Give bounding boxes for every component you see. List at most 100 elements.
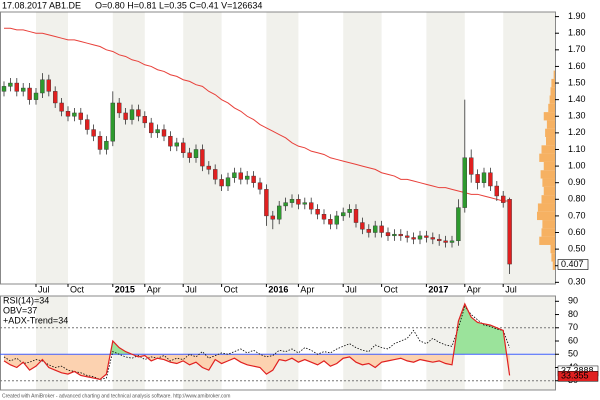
candle-body xyxy=(347,209,352,213)
candle-body xyxy=(155,129,160,134)
profile-bar xyxy=(546,137,555,146)
candle-body xyxy=(501,195,506,203)
candle-body xyxy=(315,209,320,215)
candle-body xyxy=(328,219,333,225)
candle-body xyxy=(443,240,448,243)
y-tick-label: 50 xyxy=(568,349,578,359)
candle-body xyxy=(78,112,84,120)
profile-bar xyxy=(545,128,555,138)
x-tick-label: Jul xyxy=(38,284,50,294)
candle-body xyxy=(219,179,224,187)
candle-body xyxy=(437,238,442,242)
candle-body xyxy=(33,92,39,100)
candle-body xyxy=(123,112,128,120)
y-tick-label: 0.80 xyxy=(568,194,586,204)
candle-body xyxy=(97,135,103,150)
candle-body xyxy=(116,102,122,114)
candle-body xyxy=(341,212,346,217)
candle-body xyxy=(411,237,416,240)
panel-frame xyxy=(0,11,556,285)
candle-body xyxy=(174,142,180,147)
y-tick-label: 1.00 xyxy=(568,160,586,170)
y-tick-label: 1.80 xyxy=(568,28,586,38)
candle-body xyxy=(72,112,77,117)
footer: Created with AmiBroker - advanced charti… xyxy=(2,393,230,399)
x-tick-label: Oct xyxy=(70,284,85,294)
candle-body xyxy=(373,225,378,233)
value-marker-label: 33.355 xyxy=(561,371,589,381)
candle-body xyxy=(53,91,58,104)
candle-body xyxy=(136,109,141,117)
band xyxy=(36,296,68,390)
candle-body xyxy=(264,189,269,217)
candle-body xyxy=(475,174,480,183)
candle-body xyxy=(353,209,359,223)
y-tick-label: 1.10 xyxy=(568,144,586,154)
candle-body xyxy=(424,235,429,238)
profile-bar xyxy=(539,236,555,245)
panel-frame xyxy=(0,295,556,391)
candle-body xyxy=(488,172,493,187)
y-tick-label: 70 xyxy=(568,322,578,332)
profile-bar xyxy=(551,78,555,88)
candle-body xyxy=(257,182,263,190)
y-tick-label: 1.40 xyxy=(568,94,586,104)
candle-body xyxy=(212,169,218,180)
candle-body xyxy=(494,185,499,197)
band xyxy=(343,296,382,390)
x-tick-label: 2016 xyxy=(268,284,288,294)
value-marker-label: 37.3888 xyxy=(561,365,594,375)
candle-body xyxy=(449,240,455,243)
profile-bar xyxy=(541,145,555,154)
y-tick-label: 1.60 xyxy=(568,61,586,71)
profile-bar xyxy=(548,103,555,113)
band xyxy=(343,12,382,284)
x-tick-label: Oct xyxy=(384,284,399,294)
candle-body xyxy=(321,214,327,220)
profile-bar xyxy=(539,153,555,162)
candle-body xyxy=(430,237,435,240)
candle-body xyxy=(270,215,275,220)
x-tick-label: Jul xyxy=(185,284,197,294)
profile-bar xyxy=(537,203,555,212)
value-marker xyxy=(557,371,599,382)
x-tick-label: 2015 xyxy=(115,284,135,294)
candle-body xyxy=(244,175,250,180)
band xyxy=(112,296,145,390)
candle-body xyxy=(277,205,282,220)
y-tick-label: 1.30 xyxy=(568,111,586,121)
candle-body xyxy=(104,140,109,150)
band xyxy=(266,296,299,390)
y-tick-label: 0.50 xyxy=(568,243,586,253)
y-tick-label: 0.60 xyxy=(568,227,586,237)
candle-body xyxy=(251,175,256,183)
legend-label: OBV=37 xyxy=(3,305,37,315)
profile-bar xyxy=(543,161,555,171)
candle-body xyxy=(148,122,154,134)
y-tick-label: 0.30 xyxy=(568,277,586,287)
candle-body xyxy=(398,233,403,237)
last-price-label: 0.407 xyxy=(561,259,584,269)
band xyxy=(503,296,555,390)
profile-bar xyxy=(546,120,555,129)
candle-body xyxy=(65,111,71,117)
x-tick-label: Apr xyxy=(467,284,481,294)
profile-bar xyxy=(541,195,555,204)
profile-bar xyxy=(543,186,555,196)
y-tick-label: 80 xyxy=(568,309,578,319)
chart-header: 17.08.2017 AB1.DE xyxy=(2,0,81,10)
profile-bar xyxy=(541,228,555,237)
profile-bar xyxy=(537,211,555,221)
candle-body xyxy=(456,207,461,242)
candle-body xyxy=(193,149,199,158)
y-tick-label: 0.70 xyxy=(568,210,586,220)
y-tick-label: 1.20 xyxy=(568,127,586,137)
candle-body xyxy=(40,79,45,94)
x-tick-label: 2017 xyxy=(428,284,448,294)
candle-body xyxy=(392,233,397,237)
candle-body xyxy=(27,87,32,100)
candle-body xyxy=(168,135,173,147)
band xyxy=(266,12,299,284)
candle-body xyxy=(232,172,237,178)
